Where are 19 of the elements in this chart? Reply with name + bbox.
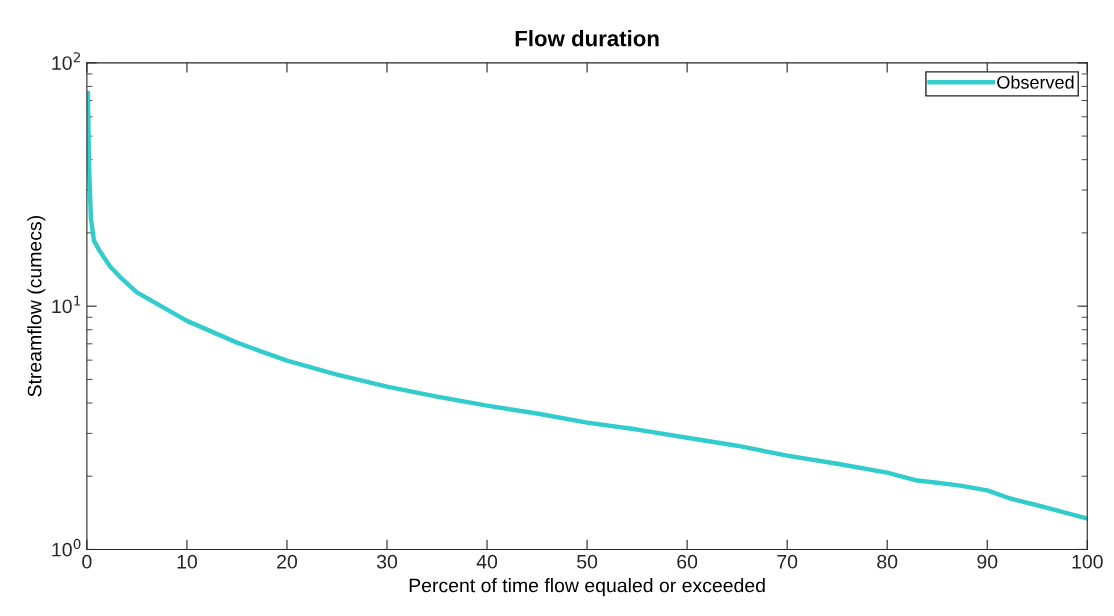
y-tick-label: 10$^{2}$ <box>52 52 81 70</box>
y-axis-title: Streamflow (cumecs) <box>27 216 46 397</box>
x-axis-title: Percent of time flow equaled or exceeded <box>409 578 765 597</box>
x-tick-label: 80 <box>877 554 898 569</box>
x-tick-label: 50 <box>577 554 598 569</box>
x-tick-label: 40 <box>476 554 498 569</box>
chart-title: Flow duration <box>515 30 659 47</box>
x-tick-label: 70 <box>777 554 798 569</box>
x-tick-label: 90 <box>977 554 998 569</box>
x-tick-label: 20 <box>277 554 298 569</box>
x-tick-label: 30 <box>376 554 398 569</box>
y-tick-label: 10$^{1}$ <box>52 295 81 314</box>
line-series <box>86 91 1088 521</box>
y-tick-label: 10$^{0}$ <box>52 538 81 557</box>
x-tick-label: 100 <box>1072 554 1103 569</box>
x-tick-label: 60 <box>677 554 698 569</box>
x-tick-label: 10 <box>177 554 197 569</box>
legend-label: Observed <box>997 75 1074 89</box>
x-tick-label: 0 <box>82 554 92 569</box>
